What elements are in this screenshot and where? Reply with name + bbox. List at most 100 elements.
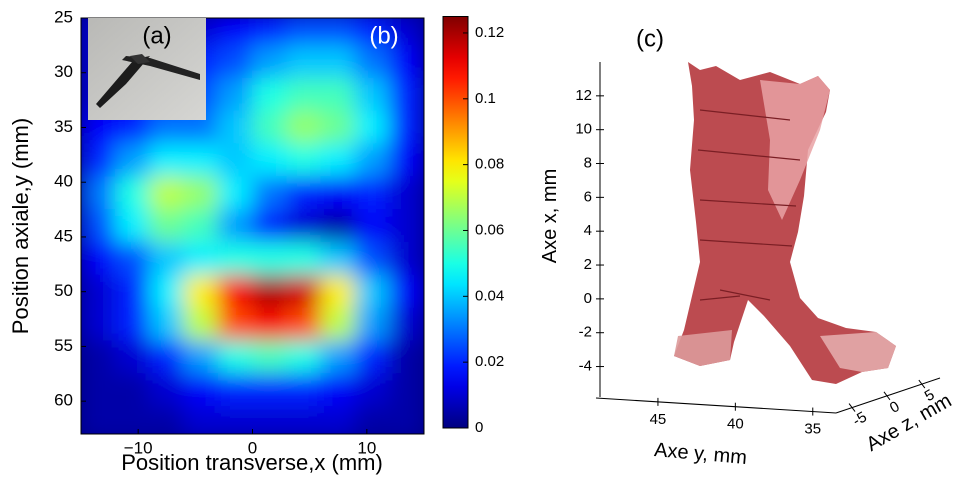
heatmap-cell [354, 176, 391, 211]
heatmap-cell [389, 77, 424, 112]
x-axis-line [595, 397, 837, 414]
heatmap-cell [389, 307, 424, 342]
colorbar [442, 16, 469, 429]
z-tick-label: -5 [850, 408, 870, 429]
heatmap-cell [389, 44, 424, 79]
heatmap-cell [320, 307, 356, 342]
heatmap-cell [286, 143, 322, 178]
heatmap-cell [217, 340, 253, 375]
y-tick-label: 6 [584, 188, 592, 205]
heatmap-cell [114, 143, 151, 178]
heatmap-cell [320, 110, 356, 145]
heatmap-cell [183, 340, 219, 375]
heatmap-cell [183, 241, 219, 276]
heatmap-cell [252, 307, 288, 342]
heatmap-cell [354, 373, 391, 408]
x-tick-label: 45 [650, 411, 667, 428]
y-tick-label: 50 [54, 281, 73, 300]
surface-highlight [674, 330, 732, 366]
heatmap-cell [286, 340, 322, 375]
heatmap-cell [217, 406, 253, 434]
y-axis-title: Axe x, mm [539, 169, 561, 263]
colorbar-tick-label: 0.02 [475, 353, 504, 370]
heatmap-cell [320, 274, 356, 309]
y-tick-label: 4 [584, 222, 592, 239]
heatmap-cell [286, 176, 322, 211]
heatmap-cell [286, 307, 322, 342]
heatmap-cell [389, 18, 424, 46]
heatmap-cell [286, 241, 322, 276]
heatmap-cell [183, 406, 219, 434]
photo-needle [130, 54, 150, 64]
y-tick-label: 10 [575, 121, 592, 138]
y-tick-label: 60 [54, 391, 73, 410]
heatmap-cell [252, 241, 288, 276]
heatmap-cell [354, 274, 391, 309]
heatmap-cell [320, 241, 356, 276]
panel-label: (a) [142, 22, 171, 49]
heatmap-cell [217, 44, 253, 79]
heatmap-cell [320, 18, 356, 46]
heatmap-cell [183, 209, 219, 243]
heatmap-cell [149, 406, 185, 434]
heatmap-cell [252, 143, 288, 178]
z-axis-line [835, 377, 941, 414]
heatmap-cell [286, 274, 322, 309]
heatmap-cell [354, 44, 391, 79]
colorbar-tick-label: 0.12 [475, 24, 504, 41]
heatmap-cell [389, 176, 424, 211]
heatmap-cell [217, 274, 253, 309]
heatmap-cell [114, 340, 151, 375]
heatmap-cell [183, 373, 219, 408]
heatmap-cell [354, 77, 391, 112]
colorbar-tick-label: 0.1 [475, 90, 496, 107]
heatmap-cell [183, 307, 219, 342]
heatmap-cell [114, 274, 151, 309]
heatmap-cell [320, 176, 356, 211]
y-tick-label: 35 [54, 117, 73, 136]
heatmap-cell [286, 44, 322, 79]
heatmap-cell [252, 274, 288, 309]
heatmap-cell [389, 340, 424, 375]
heatmap-cell [217, 209, 253, 243]
x-tick-label: 40 [727, 416, 744, 433]
heatmap-cell [252, 110, 288, 145]
y-tick-label: 2 [584, 256, 592, 273]
surface-highlight [820, 332, 896, 372]
x-tick-label: −10 [124, 438, 153, 457]
heatmap-cell [114, 241, 151, 276]
heatmap-cell [149, 209, 185, 243]
y-tick-label: 12 [575, 87, 592, 104]
y-tick-label: 40 [54, 172, 73, 191]
y-tick-label: 45 [54, 226, 73, 245]
heatmap-cell [114, 373, 151, 408]
heatmap-cell [354, 241, 391, 276]
z-tick [883, 391, 891, 401]
heatmap-cell [217, 143, 253, 178]
z-tick-label: 0 [887, 398, 903, 417]
surface-ridge [697, 109, 801, 301]
surface-highlight [760, 76, 830, 220]
y-tick-label: 0 [584, 290, 592, 307]
heatmap-cell [81, 406, 116, 434]
heatmap-cell [354, 143, 391, 178]
heatmap-cell [114, 209, 151, 243]
heatmap-cell [217, 77, 253, 112]
heatmap-cell [354, 110, 391, 145]
y-tick-label: -4 [579, 358, 592, 375]
heatmap-cell [183, 143, 219, 178]
heatmap-cell [252, 44, 288, 79]
heatmap-cell [320, 77, 356, 112]
y-axis-title: Position axiale,y (mm) [8, 118, 33, 334]
heatmap-cell [149, 274, 185, 309]
heatmap-cell [320, 406, 356, 434]
heatmap-cell [149, 307, 185, 342]
heatmap-cell [183, 274, 219, 309]
y-tick-label: 8 [584, 154, 592, 171]
heatmap-cell [354, 18, 391, 46]
heatmap-cell [81, 176, 116, 211]
heatmap-cell [389, 406, 424, 434]
heatmap-cell [252, 18, 288, 46]
heatmap-cell [81, 373, 116, 408]
